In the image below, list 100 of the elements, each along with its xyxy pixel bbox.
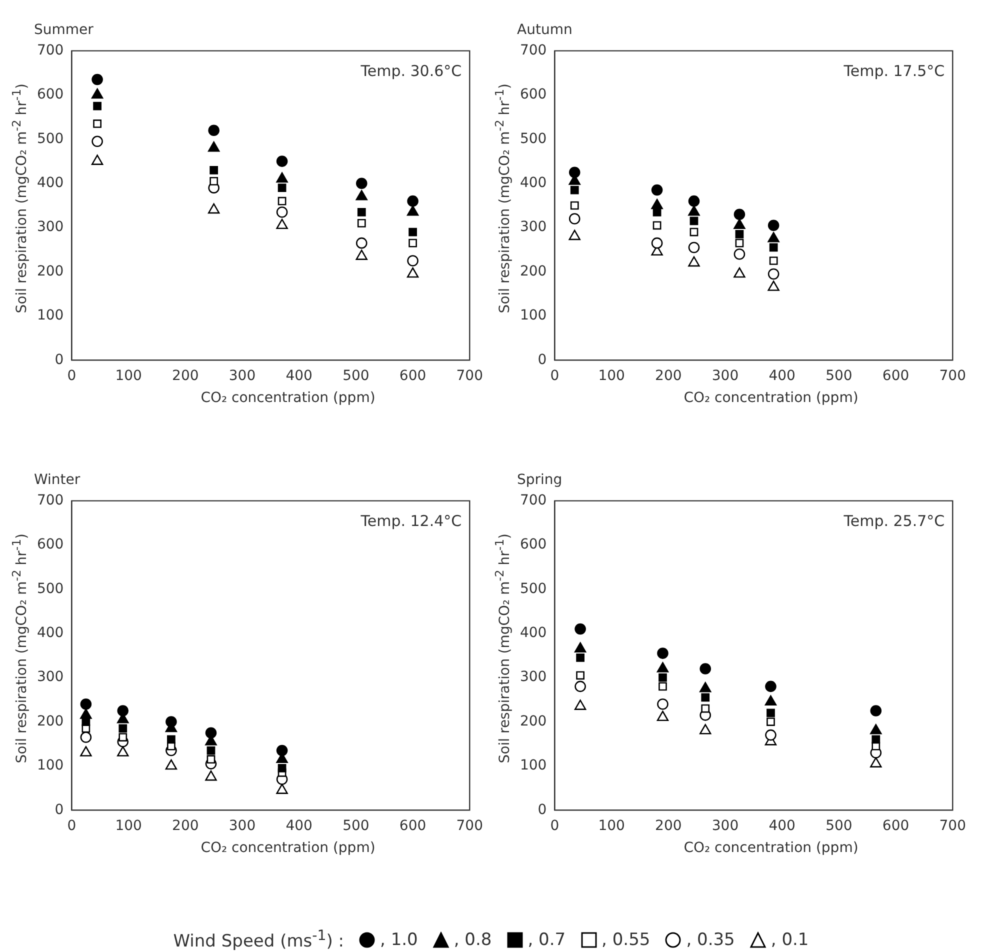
point [769, 256, 778, 265]
point [570, 186, 579, 194]
point [570, 201, 579, 210]
chart-title: Spring [517, 472, 562, 488]
x-tick-label: 500 [826, 818, 852, 834]
point [208, 141, 220, 152]
y-tick-label: 400 [36, 625, 64, 642]
x-axis-title: CO₂ concentration (ppm) [200, 840, 376, 856]
point [406, 205, 419, 216]
point [208, 124, 220, 136]
annotation: Temp. 12.4°C [360, 512, 462, 530]
x-tick-label: 600 [882, 818, 910, 834]
point [735, 238, 744, 248]
point [357, 218, 366, 228]
y-tick-label: 300 [36, 669, 64, 686]
point [735, 230, 744, 238]
point [656, 662, 669, 672]
legend-label: , 0.1 [770, 930, 809, 950]
point [91, 88, 104, 99]
point [80, 732, 92, 743]
y-tick-label: 0 [54, 802, 64, 818]
x-tick-label: 100 [598, 818, 625, 834]
y-tick-label: 400 [520, 625, 547, 642]
point [568, 230, 580, 240]
y-tick-label: 700 [520, 492, 547, 508]
point [734, 208, 746, 220]
point [734, 267, 746, 278]
point [276, 172, 288, 183]
y-tick-label: 400 [36, 175, 64, 192]
point [356, 190, 368, 200]
x-tick-label: 0 [67, 368, 76, 384]
y-tick-label: 0 [54, 352, 64, 368]
x-tick-label: 300 [712, 368, 739, 384]
point [651, 198, 663, 210]
point [568, 213, 580, 224]
point [768, 268, 780, 280]
point [688, 205, 700, 216]
legend-label: , 1.0 [380, 930, 418, 950]
x-tick-label: 200 [172, 818, 199, 834]
point [574, 700, 586, 710]
x-tick-label: 600 [399, 368, 426, 384]
y-tick-label: 200 [36, 713, 64, 730]
y-tick-label: 0 [538, 802, 547, 818]
point [93, 120, 102, 128]
legend-label: , 0.7 [528, 930, 566, 950]
point [652, 221, 662, 230]
x-tick-label: 0 [550, 368, 560, 384]
point [356, 250, 368, 260]
annotation: Temp. 17.5°C [842, 62, 945, 80]
point [657, 698, 668, 710]
y-tick-label: 100 [520, 308, 547, 324]
point [651, 237, 663, 249]
point [690, 228, 698, 236]
point [765, 729, 776, 741]
y-tick-label: 300 [520, 669, 547, 686]
point [93, 102, 102, 110]
point [734, 248, 746, 260]
point [688, 256, 700, 267]
annotation: Temp. 30.6°C [360, 62, 462, 80]
legend-title: Wind Speed (ms$^{-1}$) : [173, 928, 344, 951]
point [206, 755, 216, 764]
x-tick-label: 200 [655, 368, 682, 384]
y-tick-label: 600 [36, 536, 64, 553]
point [768, 232, 780, 242]
y-tick-label: 200 [520, 713, 547, 730]
point [734, 218, 746, 230]
point [870, 705, 882, 716]
y-tick-label: 600 [520, 536, 547, 553]
point [407, 255, 418, 266]
y-tick-label: 400 [520, 175, 547, 192]
point [766, 718, 775, 726]
chart-title: Summer [34, 22, 94, 38]
point [92, 136, 103, 148]
point [208, 203, 220, 214]
x-axis-title: CO₂ concentration (ppm) [200, 390, 376, 406]
y-tick-label: 700 [36, 42, 64, 58]
legend-label: , 0.35 [686, 930, 735, 950]
y-tick-label: 600 [36, 86, 64, 103]
point [872, 735, 880, 744]
point [657, 648, 668, 659]
point [276, 744, 288, 756]
point [407, 195, 418, 207]
x-tick-label: 700 [939, 368, 966, 384]
point [690, 216, 698, 226]
x-tick-label: 500 [342, 818, 370, 834]
point [576, 654, 584, 662]
y-tick-label: 100 [36, 758, 64, 774]
x-tick-label: 100 [115, 818, 142, 834]
point [701, 704, 710, 713]
point [656, 710, 669, 722]
y-tick-label: 300 [520, 219, 547, 236]
point [276, 784, 288, 794]
legend-label: , 0.55 [602, 930, 650, 950]
y-tick-label: 300 [36, 219, 64, 236]
point [408, 238, 417, 248]
point [766, 708, 775, 718]
y-tick-label: 700 [520, 42, 547, 58]
point [651, 184, 663, 196]
point [166, 716, 177, 728]
point [357, 208, 366, 216]
